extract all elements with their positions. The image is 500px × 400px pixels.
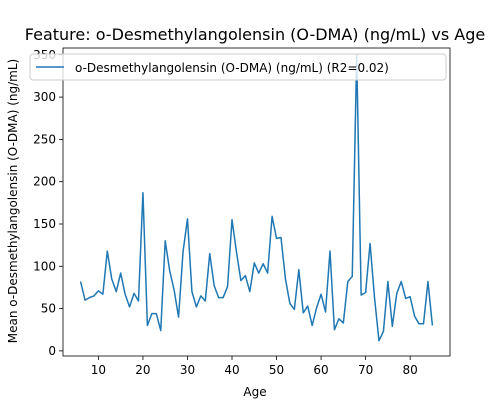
y-tick-label: 250 — [33, 132, 56, 146]
axes-frame — [62, 47, 451, 357]
y-tick-label: 150 — [33, 217, 56, 231]
x-tick-label: 60 — [313, 363, 328, 377]
legend-box — [29, 53, 447, 81]
chart-title: Feature: o-Desmethylangolensin (O-DMA) (… — [25, 25, 485, 44]
y-axis-label: Mean o-Desmethylangolensin (O-DMA) (ng/m… — [6, 59, 20, 343]
y-tick-label: 300 — [33, 90, 56, 104]
x-tick-label: 80 — [403, 363, 418, 377]
y-tick-label: 200 — [33, 175, 56, 189]
x-tick-label: 40 — [224, 363, 239, 377]
y-tick-label: 100 — [33, 259, 56, 273]
series-line — [79, 54, 434, 342]
x-axis-label: Age — [243, 385, 266, 399]
x-tick-label: 10 — [91, 363, 106, 377]
x-tick-label: 50 — [269, 363, 284, 377]
legend: o-Desmethylangolensin (O-DMA) (ng/mL) (R… — [29, 53, 447, 81]
y-tick-label: 50 — [41, 302, 56, 316]
x-tick-label: 70 — [358, 363, 373, 377]
legend-label: o-Desmethylangolensin (O-DMA) (ng/mL) (R… — [75, 61, 389, 75]
x-tick-label: 30 — [180, 363, 195, 377]
x-tick-label: 20 — [135, 363, 150, 377]
y-tick-label: 0 — [48, 344, 56, 358]
